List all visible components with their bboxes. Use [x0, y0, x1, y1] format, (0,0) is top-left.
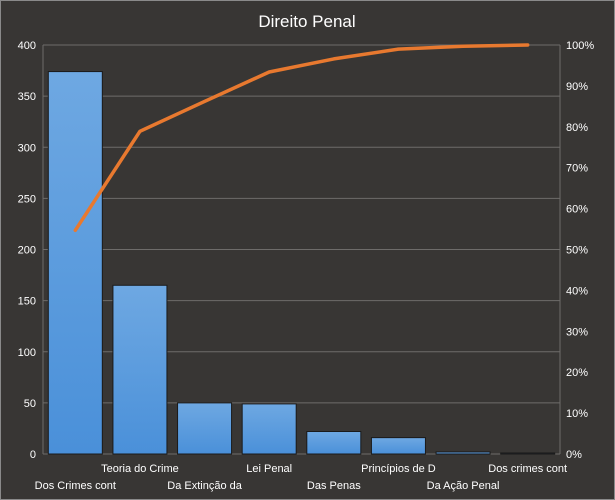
x-tick-label: Da Extinção da [167, 480, 242, 492]
right-y-axis: 0% 10% 20% 30% 40% 50% 60% 70% 80% 90% 100% [566, 40, 594, 461]
y2-tick-label: 0% [566, 449, 582, 461]
x-tick-label: Dos Crimes cont [35, 480, 116, 492]
bar [370, 437, 426, 455]
x-tick-label: Das Penas [307, 480, 361, 492]
bar [241, 403, 297, 455]
y2-tick-label: 100% [566, 40, 594, 52]
bar [435, 451, 491, 455]
bar [47, 71, 103, 455]
y-tick-label: 250 [18, 193, 36, 205]
bar [177, 402, 233, 455]
cumulative-line-series [73, 43, 530, 233]
x-tick-label: Teoria do Crime [101, 463, 179, 475]
y2-tick-label: 60% [566, 204, 588, 216]
x-tick-label: Lei Penal [246, 463, 292, 475]
left-y-axis: 0 50 100 150 200 250 300 350 400 [18, 40, 36, 461]
x-axis: Dos Crimes cont Teoria do Crime Da Extinçã… [35, 463, 567, 492]
x-tick-label: Princípios de D [361, 463, 436, 475]
bar [306, 431, 362, 455]
x-tick-label: Da Ação Penal [427, 480, 500, 492]
bar [500, 452, 556, 455]
chart-title: Direito Penal [258, 12, 355, 31]
y-tick-label: 50 [24, 398, 36, 410]
y-tick-label: 200 [18, 245, 36, 257]
y2-tick-label: 30% [566, 326, 588, 338]
bar [112, 284, 168, 455]
y2-tick-label: 20% [566, 367, 588, 379]
y-tick-label: 150 [18, 296, 36, 308]
y2-tick-label: 90% [566, 81, 588, 93]
x-tick-label: Dos crimes cont [488, 463, 567, 475]
y-tick-label: 100 [18, 347, 36, 359]
cumulative-line [73, 43, 530, 233]
y-tick-label: 0 [30, 449, 36, 461]
y2-tick-label: 40% [566, 285, 588, 297]
y2-tick-label: 70% [566, 163, 588, 175]
bar-series [47, 71, 556, 455]
y2-tick-label: 80% [566, 122, 588, 134]
y-tick-label: 350 [18, 91, 36, 103]
y-tick-label: 300 [18, 142, 36, 154]
y2-tick-label: 10% [566, 408, 588, 420]
y-tick-label: 400 [18, 40, 36, 52]
y2-tick-label: 50% [566, 245, 588, 257]
